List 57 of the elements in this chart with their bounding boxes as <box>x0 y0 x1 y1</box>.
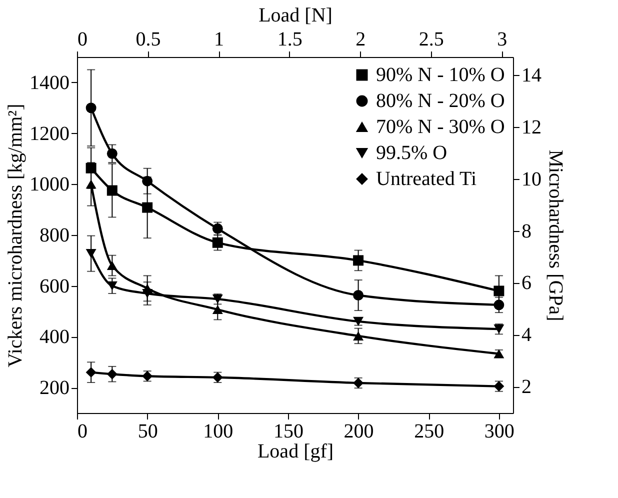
y-tick-label: 600 <box>40 275 70 298</box>
point <box>142 176 153 186</box>
x2-tick-label: 1.5 <box>277 28 302 50</box>
point <box>212 304 223 314</box>
point <box>353 290 364 300</box>
y-tick-label: 800 <box>40 224 70 246</box>
point <box>106 368 118 380</box>
point <box>353 331 364 340</box>
x2-tick-label: 0 <box>78 28 88 50</box>
point <box>106 148 118 159</box>
y2-tick-label: 8 <box>522 220 532 242</box>
legend-label: 90% N - 10% O <box>376 64 505 86</box>
point <box>106 185 118 196</box>
point <box>106 281 118 290</box>
x-tick-label: 250 <box>414 420 444 442</box>
point <box>494 300 504 310</box>
y-tick-label: 1400 <box>30 72 70 94</box>
point <box>86 162 96 174</box>
x-tick-label: 200 <box>344 420 374 442</box>
x2-tick-label: 2 <box>356 28 366 50</box>
x-tick-label: 100 <box>203 420 234 442</box>
x2-tick-label: 1 <box>214 28 224 50</box>
x2-tick-label: 3 <box>497 28 508 50</box>
x2-tick-label: 2.5 <box>418 28 444 50</box>
point <box>86 102 96 114</box>
y-tick-label: 1200 <box>30 122 70 145</box>
y2-tick-label: 14 <box>522 64 542 87</box>
x-axis-title: Load [gf] <box>257 440 334 462</box>
y-axis-title: Vickers microhardness [kg/mm²] <box>4 104 26 368</box>
point <box>106 260 118 270</box>
y2-tick-label: 10 <box>522 168 542 190</box>
point <box>86 249 96 258</box>
point <box>212 237 223 248</box>
y-tick-label: 200 <box>40 377 70 400</box>
y2-tick-label: 2 <box>522 376 532 398</box>
y2-tick-label: 12 <box>522 116 542 139</box>
legend-label: Untreated Ti <box>376 168 477 190</box>
x-tick-label: 0 <box>78 420 88 442</box>
y-tick-label: 400 <box>40 326 70 348</box>
y2-tick-label: 6 <box>522 272 532 294</box>
y2-axis-title: Microhardness [GPa] <box>544 150 566 322</box>
point <box>86 367 96 378</box>
y-tick-label: 1000 <box>30 174 70 196</box>
legend-label: 70% N - 30% O <box>376 116 505 138</box>
x-tick-label: 150 <box>273 420 304 442</box>
x-tick-label: 50 <box>138 420 158 442</box>
point <box>494 286 504 296</box>
legend-label: 80% N - 20% O <box>376 90 505 112</box>
legend-label: 99.5% O <box>376 142 448 164</box>
point <box>353 255 364 266</box>
point <box>86 180 96 189</box>
y2-tick-label: 4 <box>522 324 532 346</box>
point <box>142 202 153 213</box>
x-tick-label: 300 <box>484 420 514 442</box>
point <box>142 288 153 298</box>
x2-tick-label: 0.5 <box>136 28 161 50</box>
x2-axis-title: Load [N] <box>258 4 332 26</box>
